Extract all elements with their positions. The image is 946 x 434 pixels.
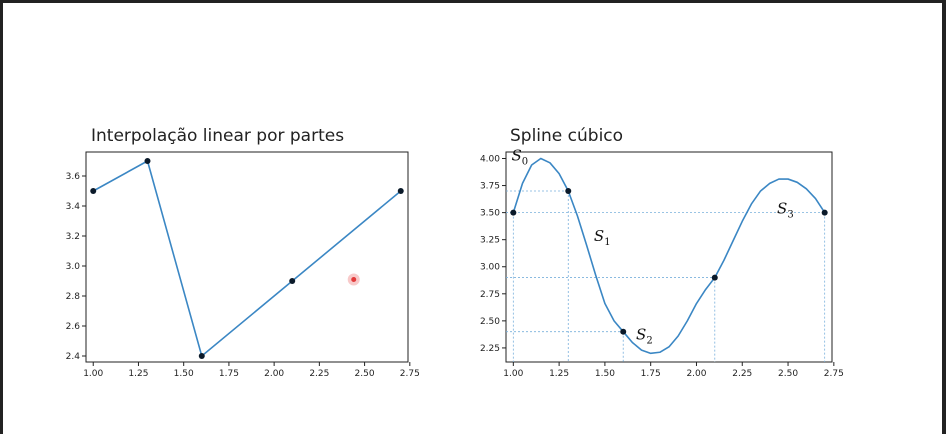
- segment-label-letter: S: [511, 147, 521, 165]
- y-tick-label: 3.50: [480, 209, 500, 219]
- window-right-border: [942, 0, 946, 434]
- segment-label: S2: [636, 325, 653, 346]
- segment-label: S0: [511, 147, 528, 168]
- x-tick-label: 1.50: [174, 369, 194, 379]
- x-tick-label: 2.50: [778, 369, 798, 379]
- y-tick-label: 3.25: [480, 236, 500, 246]
- y-tick-label: 2.6: [66, 322, 81, 332]
- knot-point: [711, 274, 718, 281]
- x-tick-label: 1.50: [595, 369, 615, 379]
- x-tick-label: 2.50: [355, 369, 375, 379]
- data-point: [397, 188, 404, 194]
- x-tick-label: 1.75: [219, 369, 239, 379]
- x-tick-label: 1.25: [549, 369, 569, 379]
- segment-label: S1: [594, 227, 611, 248]
- y-tick-label: 4.00: [480, 154, 500, 164]
- segment-label-letter: S: [777, 200, 787, 218]
- spline-curve: [512, 157, 826, 355]
- y-tick-label: 3.75: [480, 182, 500, 192]
- chart-title: Interpolação linear por partes: [91, 126, 344, 146]
- y-tick-label: 2.8: [66, 292, 81, 302]
- data-point: [198, 353, 205, 359]
- x-tick-label: 2.75: [400, 369, 420, 379]
- knot-point: [821, 209, 828, 216]
- y-tick-label: 2.50: [480, 317, 500, 327]
- y-tick-label: 3.00: [480, 263, 500, 273]
- x-tick-label: 2.25: [732, 369, 752, 379]
- y-tick-label: 2.75: [480, 290, 500, 300]
- linear-interpolation-chart: Interpolação linear por partes 1.00 1.25 1…: [66, 126, 420, 379]
- interpolation-line: [92, 159, 402, 358]
- knot-point: [620, 328, 627, 335]
- segment-label-subscript: 3: [787, 210, 793, 221]
- x-tick-label: 1.00: [503, 369, 523, 379]
- data-point: [144, 158, 151, 164]
- plot-area: [85, 151, 409, 363]
- x-tick-label: 1.00: [83, 369, 103, 379]
- segment-label-letter: S: [636, 325, 646, 343]
- x-tick-label: 2.00: [686, 369, 706, 379]
- segment-label-subscript: 1: [604, 237, 610, 248]
- knot-point: [510, 209, 517, 216]
- knot-point: [565, 187, 572, 194]
- x-tick-label: 1.75: [641, 369, 661, 379]
- y-tick-label: 3.0: [66, 262, 81, 272]
- segment-label-letter: S: [594, 227, 604, 245]
- data-point: [90, 188, 97, 194]
- x-tick-label: 2.75: [824, 369, 844, 379]
- x-tick-label: 2.00: [264, 369, 284, 379]
- plot-area: [505, 151, 833, 363]
- window-top-border: [0, 0, 946, 3]
- segment-label-subscript: 2: [646, 335, 652, 346]
- y-tick-label: 2.4: [66, 352, 81, 362]
- chart-title: Spline cúbico: [510, 126, 623, 146]
- segment-label: S3: [777, 200, 794, 221]
- cubic-spline-chart: Spline cúbico 1.00 1.25 1.50 1.75 2.00 2.25 2.…: [480, 126, 844, 379]
- y-tick-label: 3.2: [66, 232, 80, 242]
- y-tick-label: 3.4: [66, 202, 81, 212]
- x-tick-label: 2.25: [309, 369, 329, 379]
- segment-label-subscript: 0: [522, 157, 528, 168]
- x-tick-label: 1.25: [128, 369, 148, 379]
- y-tick-label: 3.6: [66, 172, 81, 182]
- data-point: [289, 278, 296, 284]
- y-tick-label: 2.25: [480, 344, 500, 354]
- mouse-cursor-dot: [351, 277, 357, 282]
- window-left-border: [0, 0, 3, 434]
